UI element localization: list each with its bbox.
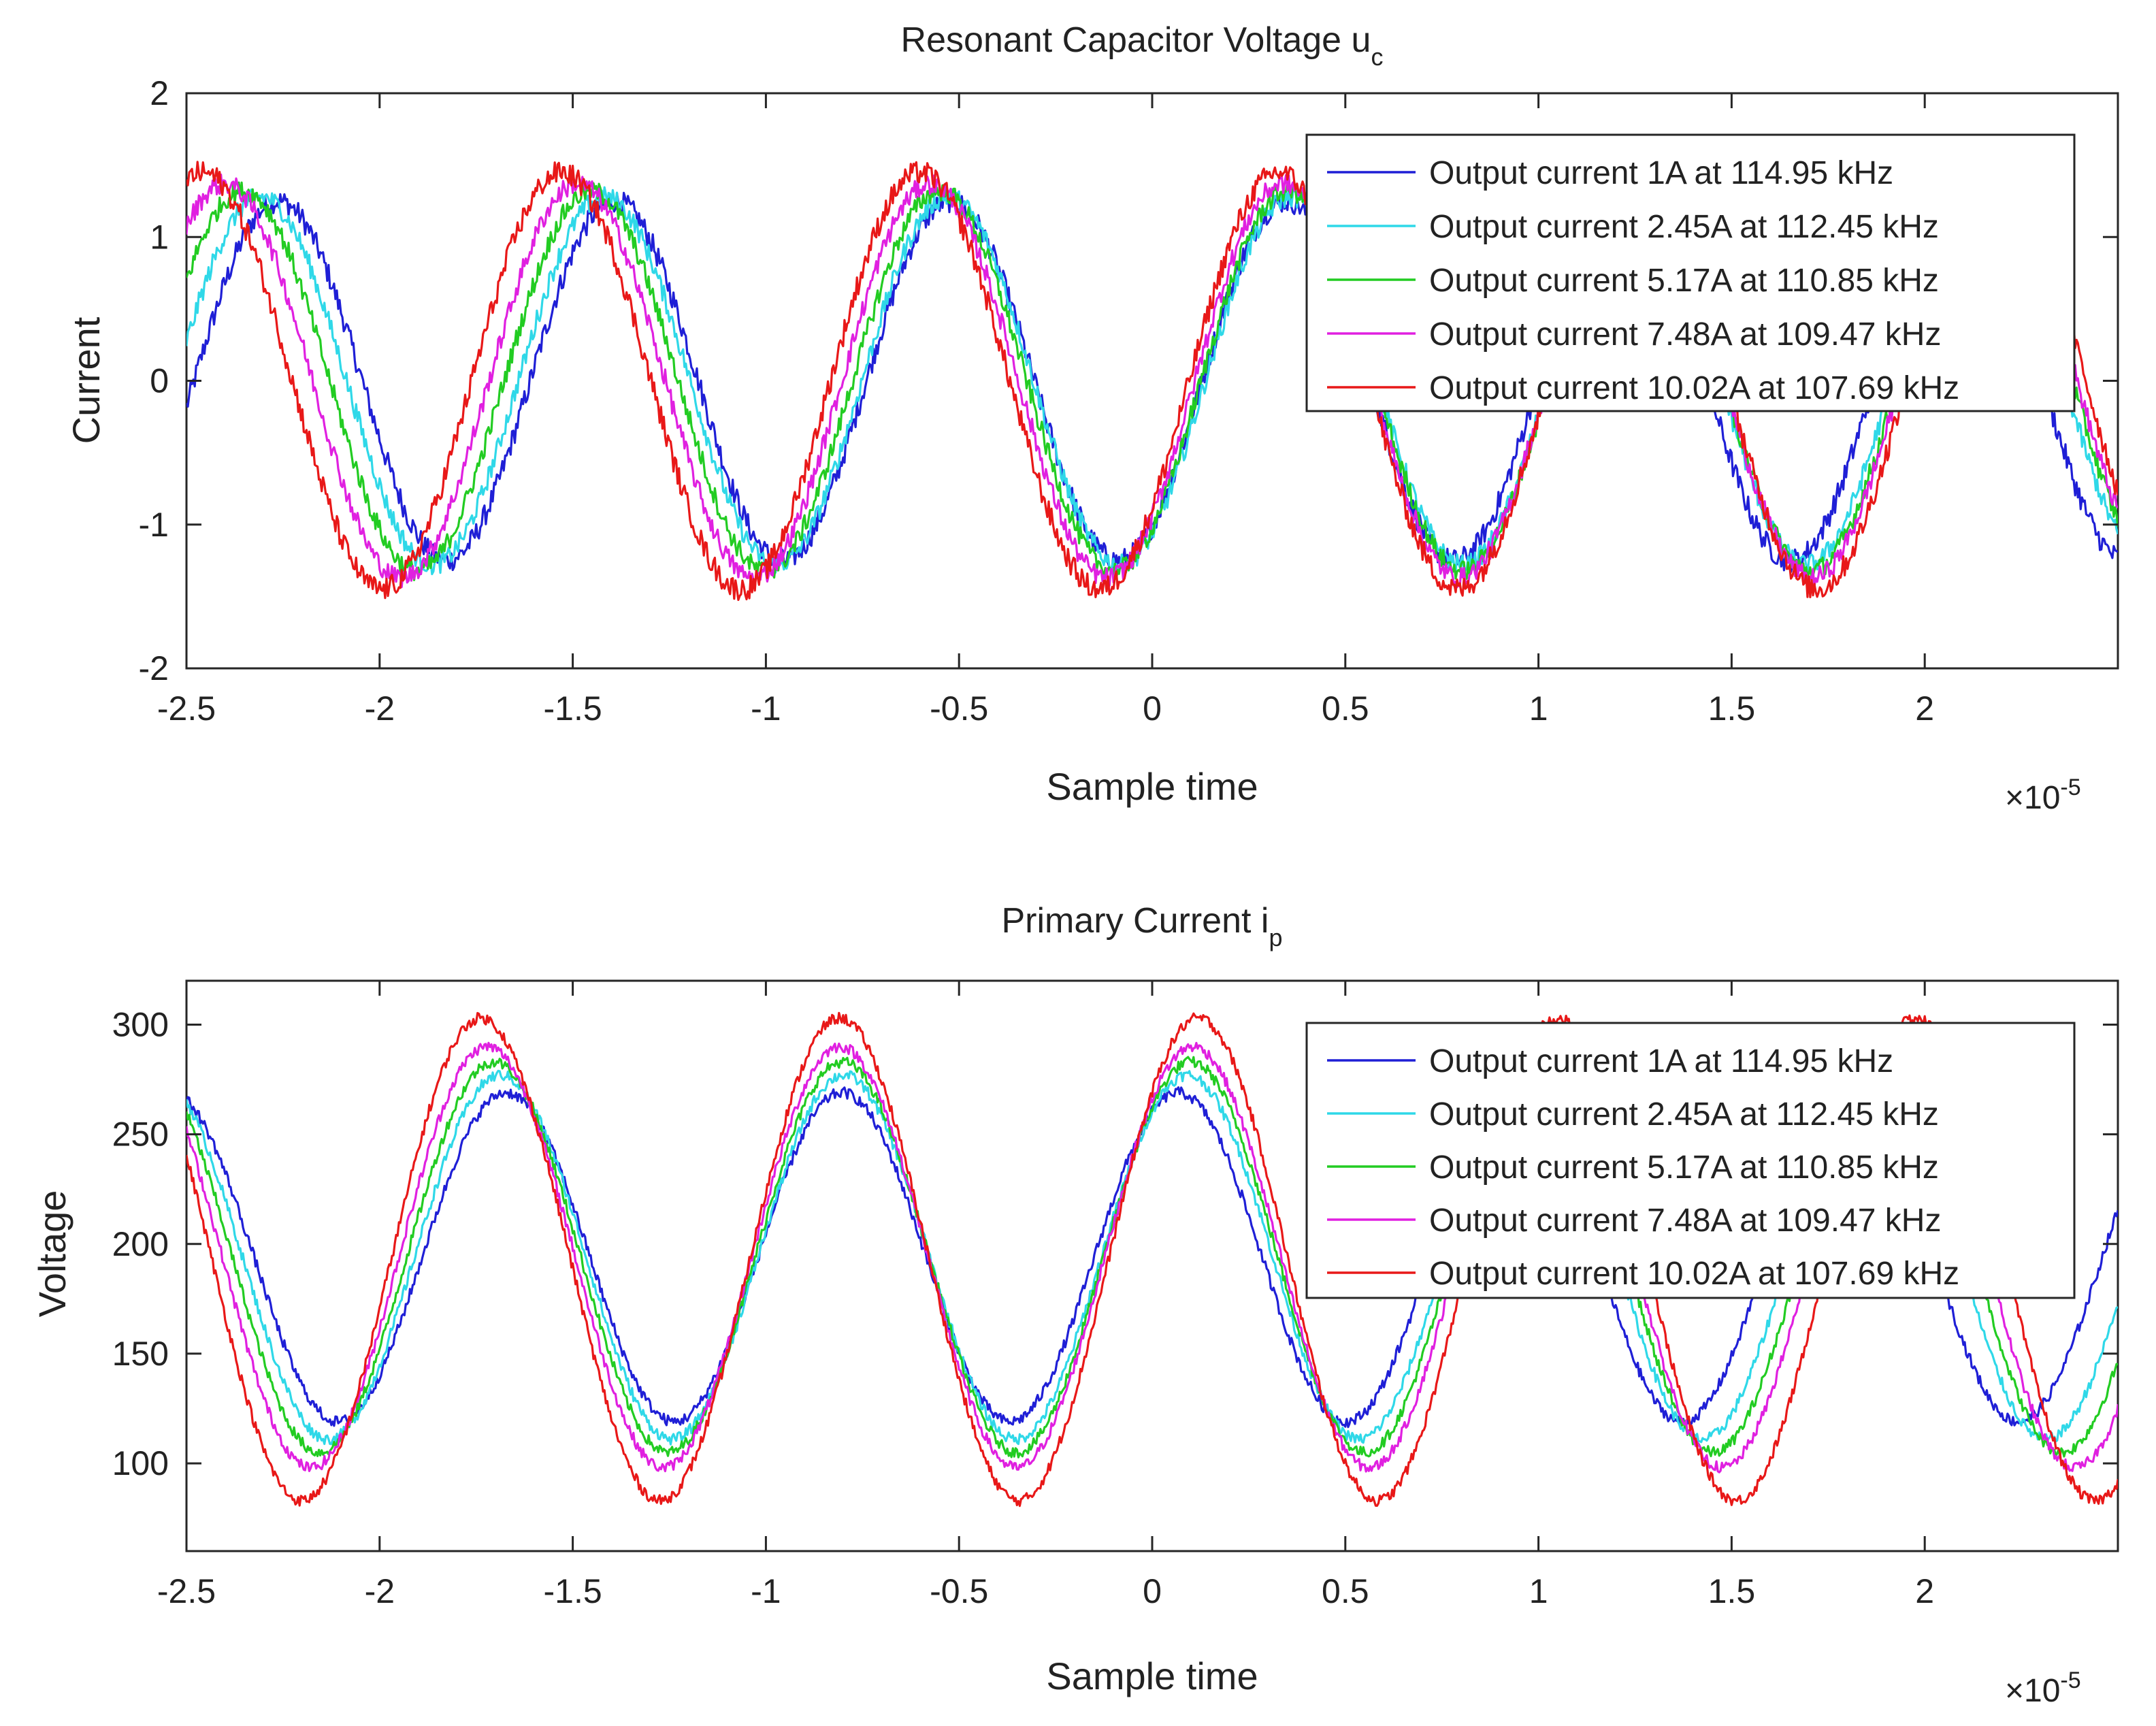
y-tick-label: 2 <box>150 74 169 112</box>
x-axis-label: Sample time <box>1046 765 1258 808</box>
legend-label: Output current 2.45A at 112.45 kHz <box>1429 209 1939 245</box>
x-tick-label: 2 <box>1915 689 1934 728</box>
capacitor-voltage-chart: Resonant Capacitor Voltage uc -2.5 -2 -1.5… <box>65 20 2119 816</box>
y-tick-label: -2 <box>139 649 169 687</box>
x-tick-label: -0.5 <box>930 689 988 728</box>
y-tick-label: -1 <box>139 506 169 544</box>
legend: Output current 1A at 114.95 kHz Output cu… <box>1305 133 2076 412</box>
x-tick-label: -2.5 <box>157 689 216 728</box>
x-tick-label: 0.5 <box>1322 1572 1369 1610</box>
x-tick-label: -1 <box>751 1572 781 1610</box>
x-tick-label: 0 <box>1143 1572 1162 1610</box>
legend-label: Output current 10.02A at 107.69 kHz <box>1429 370 1959 406</box>
y-tick-label: 0 <box>150 362 169 400</box>
x-exponent: ×10-5 <box>2005 1667 2081 1709</box>
chart-title: Primary Current ip <box>1002 901 1283 951</box>
series-layer <box>186 1011 2118 1508</box>
x-exponent: ×10-5 <box>2005 775 2081 816</box>
x-tick-label: -0.5 <box>930 1572 988 1610</box>
x-tick-label: 1.5 <box>1708 689 1756 728</box>
x-tick-label: 1 <box>1529 689 1548 728</box>
chart-title: Resonant Capacitor Voltage uc <box>901 20 1384 71</box>
y-tick-label: 100 <box>112 1444 169 1482</box>
legend-box <box>1305 1022 2076 1299</box>
series-line <box>186 1011 2118 1508</box>
x-tick-label: 0.5 <box>1322 689 1369 728</box>
legend-label: Output current 5.17A at 110.85 kHz <box>1429 263 1939 299</box>
primary-current-chart: Primary Current ip -2.5 -2 -1.5 -1 -0.5 0 0.5 1… <box>31 901 2119 1709</box>
x-tick-label: -2.5 <box>157 1572 216 1610</box>
series-line <box>186 161 2118 601</box>
legend-label: Output current 10.02A at 107.69 kHz <box>1429 1256 1959 1292</box>
x-tick-label: 0 <box>1143 689 1162 728</box>
y-tick-label: 250 <box>112 1116 169 1154</box>
legend-label: Output current 2.45A at 112.45 kHz <box>1429 1096 1939 1133</box>
y-tick-label: 200 <box>112 1225 169 1263</box>
series-line <box>186 189 2118 573</box>
x-tick-label: -1.5 <box>544 689 602 728</box>
x-tick-label: -2 <box>365 1572 395 1610</box>
series-layer <box>186 161 2118 601</box>
y-tick-label: 300 <box>112 1005 169 1043</box>
y-axis-label: Voltage <box>31 1190 74 1318</box>
y-tick-label: 1 <box>150 218 169 256</box>
legend-box <box>1305 133 2076 412</box>
legend: Output current 1A at 114.95 kHz Output cu… <box>1305 1022 2076 1299</box>
legend-label: Output current 7.48A at 109.47 kHz <box>1429 1203 1941 1239</box>
x-tick-label: -2 <box>365 689 395 728</box>
legend-label: Output current 1A at 114.95 kHz <box>1429 155 1893 191</box>
x-tick-label: 1.5 <box>1708 1572 1756 1610</box>
x-tick-label: 1 <box>1529 1572 1548 1610</box>
y-axis-label: Current <box>65 316 108 444</box>
x-tick-label: -1.5 <box>544 1572 602 1610</box>
series-line <box>186 1040 2118 1473</box>
legend-label: Output current 1A at 114.95 kHz <box>1429 1043 1893 1079</box>
x-tick-label: 2 <box>1915 1572 1934 1610</box>
x-axis-label: Sample time <box>1046 1655 1258 1697</box>
x-tick-label: -1 <box>751 689 781 728</box>
legend-label: Output current 7.48A at 109.47 kHz <box>1429 316 1941 353</box>
legend-label: Output current 5.17A at 110.85 kHz <box>1429 1150 1939 1186</box>
ticks-layer: -2.5 -2 -1.5 -1 -0.5 0 0.5 1 1.5 2 100 150 200 250 300 <box>112 981 2118 1610</box>
y-tick-label: 150 <box>112 1335 169 1373</box>
